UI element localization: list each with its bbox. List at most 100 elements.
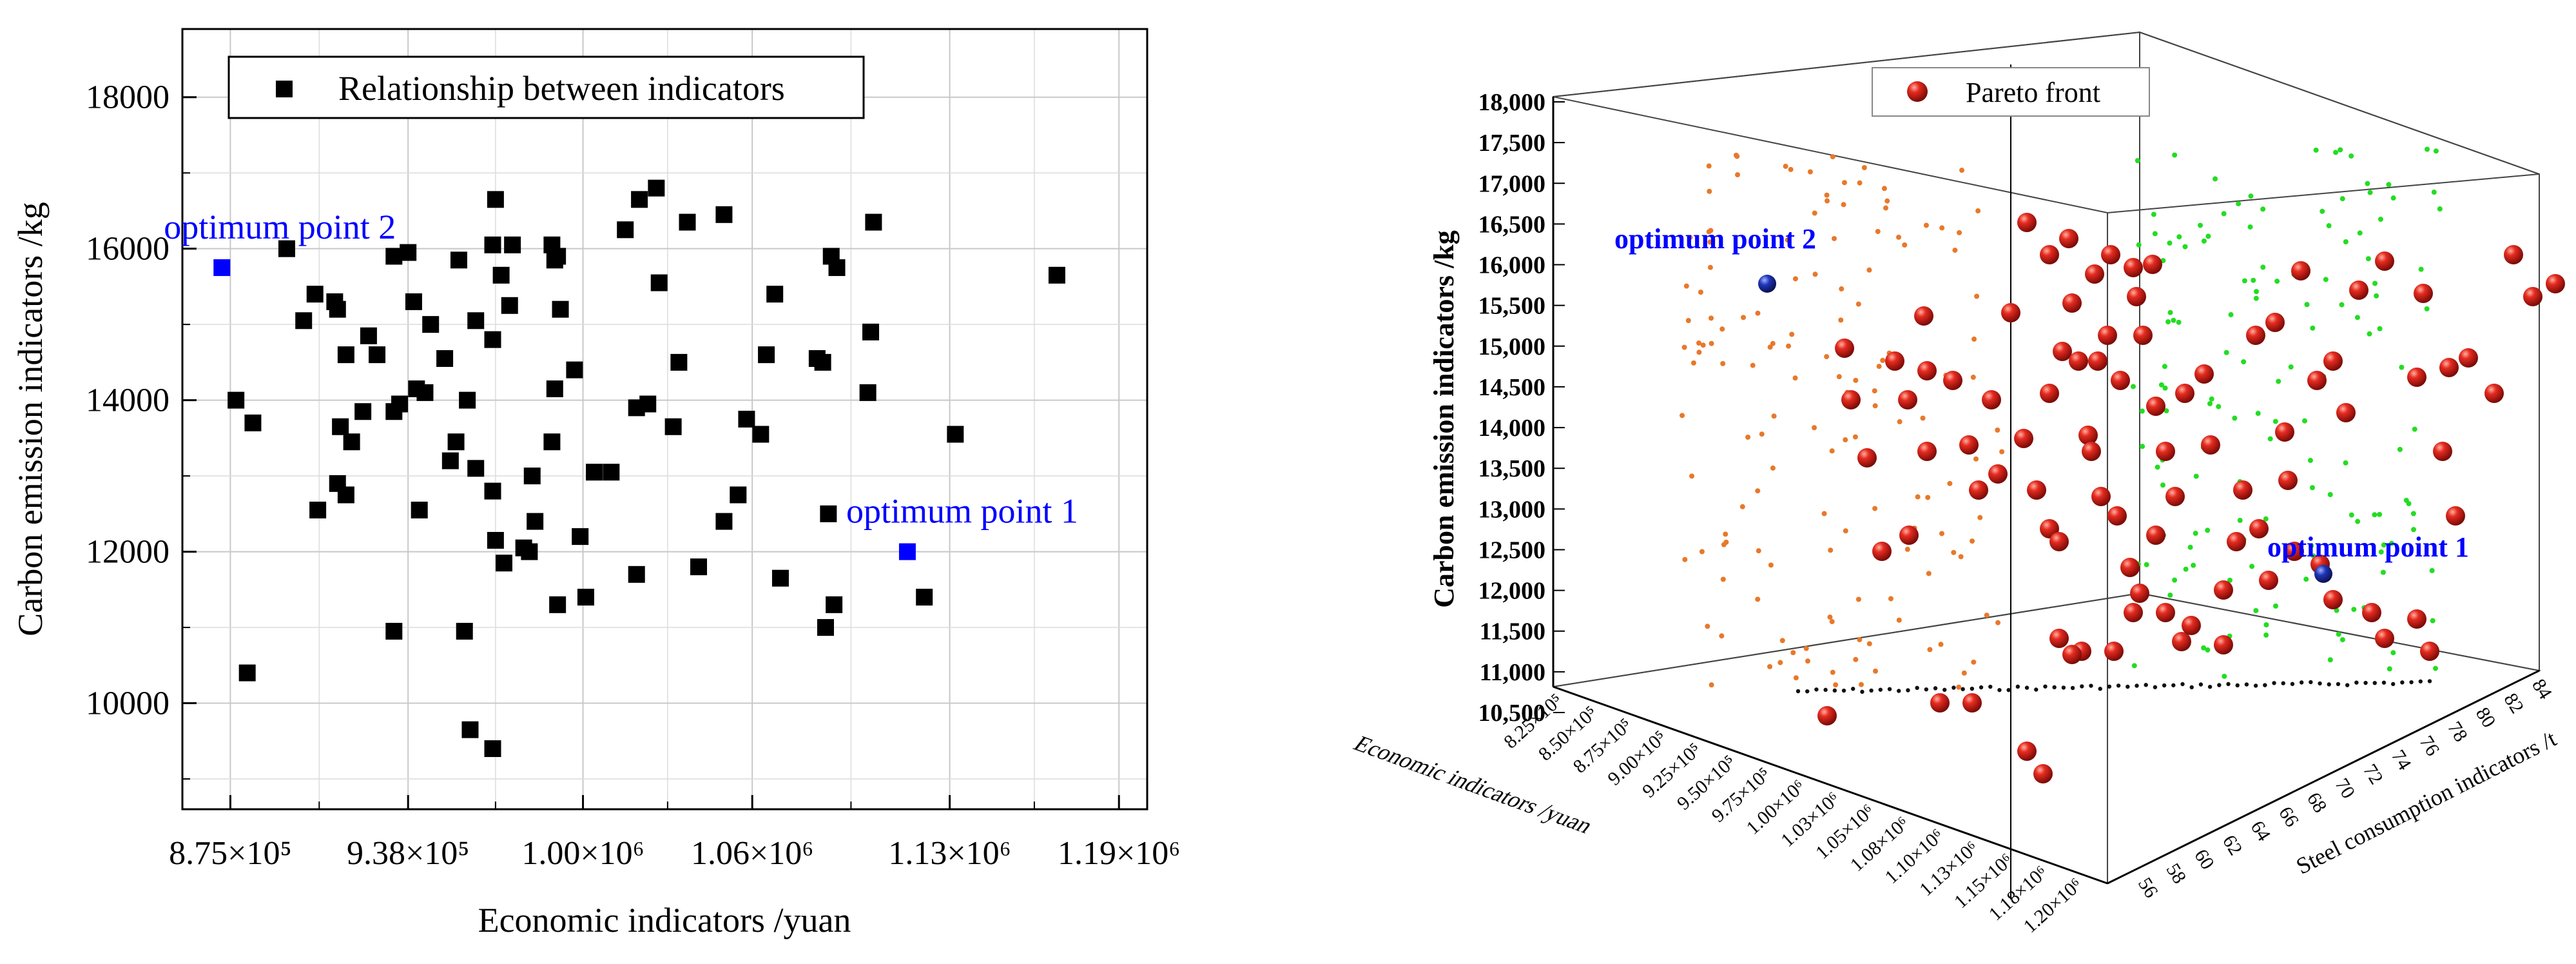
steel-carbon-point	[2236, 201, 2242, 206]
pareto-point	[2336, 403, 2356, 422]
pareto-point	[2259, 571, 2278, 590]
pareto-point	[1885, 351, 1904, 371]
pareto-point	[2049, 629, 2069, 648]
floor-projection-point	[2418, 679, 2423, 684]
annotations: optimum point 2 optimum point 1	[164, 208, 1078, 531]
economic-carbon-point	[1709, 340, 1714, 346]
steel-carbon-point	[2228, 312, 2234, 318]
economic-carbon-point	[1975, 208, 1981, 214]
economic-carbon-point	[1812, 425, 1817, 431]
economic-carbon-point	[1830, 154, 1835, 160]
data-point	[309, 501, 327, 518]
economic-carbon-point	[1824, 354, 1830, 360]
economic-carbon-point	[1927, 647, 1933, 653]
pareto-point	[2120, 558, 2140, 577]
data-point	[552, 300, 569, 318]
floor-projection-point	[2126, 684, 2130, 689]
economic-carbon-point	[1698, 290, 1703, 295]
steel-carbon-point	[2164, 408, 2169, 414]
y-axis-line	[2107, 669, 2540, 885]
pareto-point	[1914, 306, 1933, 326]
economic-carbon-point	[1719, 633, 1725, 639]
steel-carbon-point	[2304, 302, 2310, 308]
economic-carbon-point	[1959, 168, 1965, 173]
floor-projection-point	[1814, 687, 1819, 692]
y-tick-label: 14000	[86, 382, 169, 419]
steel-carbon-point	[2424, 306, 2430, 311]
floor-projection-point	[1878, 687, 1883, 692]
steel-carbon-point	[2313, 147, 2319, 153]
pareto-point	[2130, 584, 2149, 603]
x-tick-label: 1.19×10⁶	[1058, 835, 1180, 872]
optimum-point	[898, 543, 916, 560]
economic-carbon-point	[1872, 403, 1878, 409]
economic-carbon-point	[1971, 659, 1977, 665]
data-point	[278, 240, 295, 257]
steel-carbon-point	[2323, 277, 2329, 282]
x-tick-label: 1.13×10⁶	[888, 835, 1011, 872]
economic-carbon-point	[1770, 465, 1776, 471]
steel-carbon-point	[2255, 411, 2261, 417]
data-point	[715, 513, 733, 530]
z-tick-label: 14,000	[1478, 415, 1546, 442]
steel-carbon-point	[2176, 234, 2182, 240]
economic-carbon-point	[1792, 375, 1798, 381]
economic-carbon-point	[1925, 495, 1931, 500]
economic-carbon-point	[1829, 448, 1835, 454]
annotation-label: optimum point 1	[846, 492, 1078, 531]
pareto-point	[2069, 351, 2088, 371]
pareto-point	[2088, 351, 2107, 371]
data-point	[617, 221, 634, 239]
data-point	[238, 664, 256, 682]
floor-projection-point	[1823, 687, 1828, 693]
economic-carbon-point	[1825, 198, 1830, 204]
steel-carbon-point	[2430, 618, 2436, 624]
steel-carbon-point	[2263, 632, 2269, 638]
floor-projection-point	[2309, 680, 2313, 685]
economic-carbon-point	[1866, 267, 1872, 273]
floor-projection-point	[2318, 681, 2322, 686]
z-tick-label: 15,000	[1478, 333, 1546, 360]
floor-projection-point	[2153, 685, 2158, 689]
steel-carbon-point	[2433, 148, 2439, 154]
pareto-point	[2049, 532, 2069, 551]
steel-carbon-point	[2339, 196, 2345, 202]
data-point	[738, 411, 755, 428]
pareto-point	[2111, 371, 2130, 390]
legend-label: Relationship between indicators	[338, 69, 785, 108]
steel-carbon-point	[2387, 666, 2392, 672]
pareto-point	[1982, 390, 2001, 409]
floor-projection-point	[2290, 682, 2295, 686]
steel-carbon-point	[2248, 193, 2254, 199]
economic-carbon-point	[1876, 364, 1882, 369]
data-point	[385, 248, 403, 265]
z-tick-label: 13,000	[1478, 496, 1546, 523]
economic-carbon-point	[1995, 427, 2000, 433]
data-point	[947, 426, 964, 443]
steel-carbon-point	[2390, 650, 2396, 656]
economic-carbon-point	[1750, 362, 1756, 368]
steel-carbon-point	[2167, 593, 2173, 598]
steel-carbon-point	[2198, 222, 2203, 228]
economic-carbon-point	[1735, 172, 1741, 178]
economic-carbon-point	[1777, 660, 1783, 665]
pareto-front-points	[1817, 213, 2565, 783]
economic-carbon-point	[1783, 163, 1788, 169]
economic-carbon-point	[1841, 202, 1846, 208]
steel-carbon-point	[2412, 426, 2417, 432]
economic-carbon-point	[1872, 388, 1877, 394]
steel-carbon-point	[2144, 562, 2149, 567]
pareto-point	[1962, 693, 1982, 713]
steel-carbon-point	[2162, 385, 2168, 391]
steel-carbon-point	[2309, 543, 2314, 549]
pareto-point	[2017, 213, 2037, 232]
economic-carbon-point	[1755, 596, 1761, 602]
steel-carbon-point	[2182, 244, 2188, 250]
economic-carbon-point	[1957, 230, 1962, 235]
data-point	[549, 248, 567, 265]
economic-carbon-point	[1920, 415, 1926, 421]
data-point	[814, 353, 831, 371]
pareto-point	[2165, 487, 2185, 506]
economic-carbon-projection-points	[1680, 152, 2005, 690]
pareto-point	[2133, 326, 2153, 345]
